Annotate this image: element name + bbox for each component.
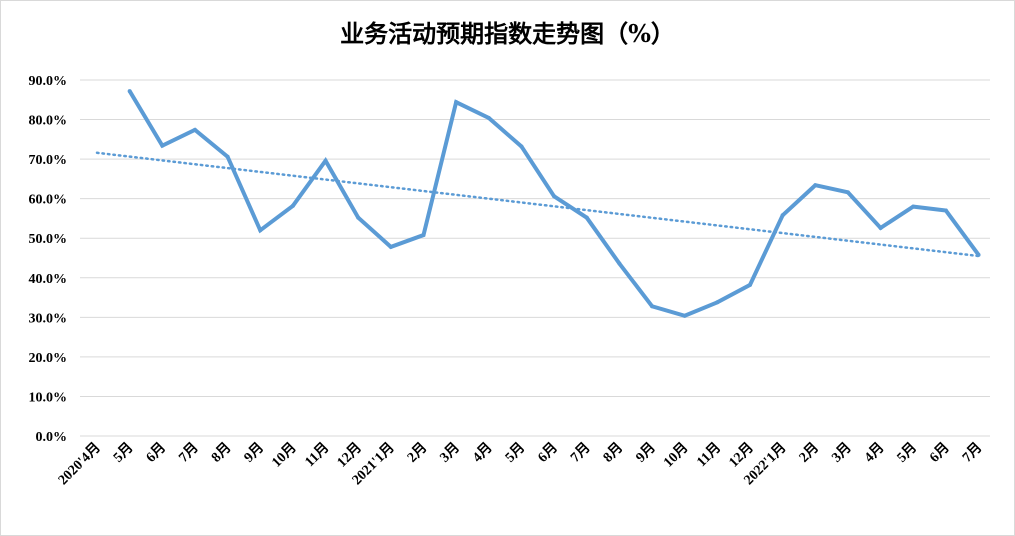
data-point (421, 233, 426, 238)
y-tick-label: 80.0% (29, 114, 68, 129)
x-tick-label: 9月 (633, 440, 659, 466)
x-tick-label: 2月 (796, 440, 822, 466)
x-tick-label: 7月 (176, 440, 202, 466)
y-tick-label: 40.0% (29, 272, 68, 287)
x-tick-label: 3月 (437, 440, 463, 466)
x-tick-label: 11月 (694, 440, 725, 471)
y-tick-label: 0.0% (36, 430, 68, 445)
data-point (682, 313, 687, 318)
data-point (748, 282, 752, 287)
x-tick-label: 4月 (469, 440, 495, 466)
x-tick-label: 7月 (567, 440, 593, 466)
y-tick-label: 20.0% (29, 351, 68, 366)
data-point (878, 225, 883, 230)
data-point (943, 208, 948, 213)
trendline-layer (95, 151, 980, 258)
data-point (356, 215, 361, 220)
data-point (813, 183, 818, 188)
data-point (552, 194, 557, 199)
x-tick-label: 6月 (535, 440, 561, 466)
x-tick-label: 5月 (502, 440, 528, 466)
y-tick-label: 10.0% (29, 390, 68, 405)
x-tick-label: 10月 (660, 440, 691, 471)
data-point (127, 89, 132, 94)
y-tick-label: 60.0% (29, 193, 68, 208)
x-tick-label: 5月 (110, 440, 136, 466)
x-tick-label: 7月 (959, 440, 985, 466)
x-tick-label: 11月 (302, 440, 333, 471)
data-point (584, 215, 589, 220)
x-tick-label: 6月 (927, 440, 953, 466)
gridlines (80, 79, 990, 437)
data-point (192, 127, 197, 132)
x-tick-label: 2月 (404, 440, 430, 466)
series-line (127, 90, 981, 318)
data-point (388, 244, 393, 249)
x-tick-label: 6月 (143, 440, 169, 466)
data-point (845, 190, 850, 195)
y-tick-label: 30.0% (29, 311, 68, 326)
data-point (780, 213, 785, 218)
x-tick-label: 3月 (829, 440, 855, 466)
data-point (258, 228, 263, 233)
data-point (650, 304, 655, 309)
data-point (225, 154, 230, 159)
x-tick-label: 5月 (894, 440, 920, 466)
series-layer (127, 89, 981, 318)
data-point (519, 144, 524, 149)
data-point (454, 100, 459, 105)
y-tick-label: 50.0% (29, 232, 68, 247)
data-point (715, 300, 720, 305)
chart-title: 业务活动预期指数走势图（%） (340, 19, 675, 48)
data-point (617, 261, 622, 266)
data-point (976, 252, 981, 257)
x-tick-label: 4月 (861, 440, 887, 466)
x-tick-label: 9月 (241, 440, 267, 466)
y-tick-label: 90.0% (29, 74, 68, 89)
y-tick-label: 70.0% (29, 153, 68, 168)
x-tick-label: 10月 (269, 440, 300, 471)
data-point (290, 203, 295, 208)
x-tick-label: 2020'4月 (55, 440, 104, 489)
x-tick-label: 8月 (208, 440, 234, 466)
data-point (160, 143, 165, 148)
data-point (911, 204, 916, 209)
data-point (486, 115, 491, 120)
data-point (323, 158, 328, 163)
trendline (95, 151, 980, 258)
x-tick-label: 8月 (600, 440, 626, 466)
y-axis-ticks: 0.0% 10.0% 20.0% 30.0% 40.0% 50.0% 60.0% 70.0% 8… (29, 74, 68, 445)
